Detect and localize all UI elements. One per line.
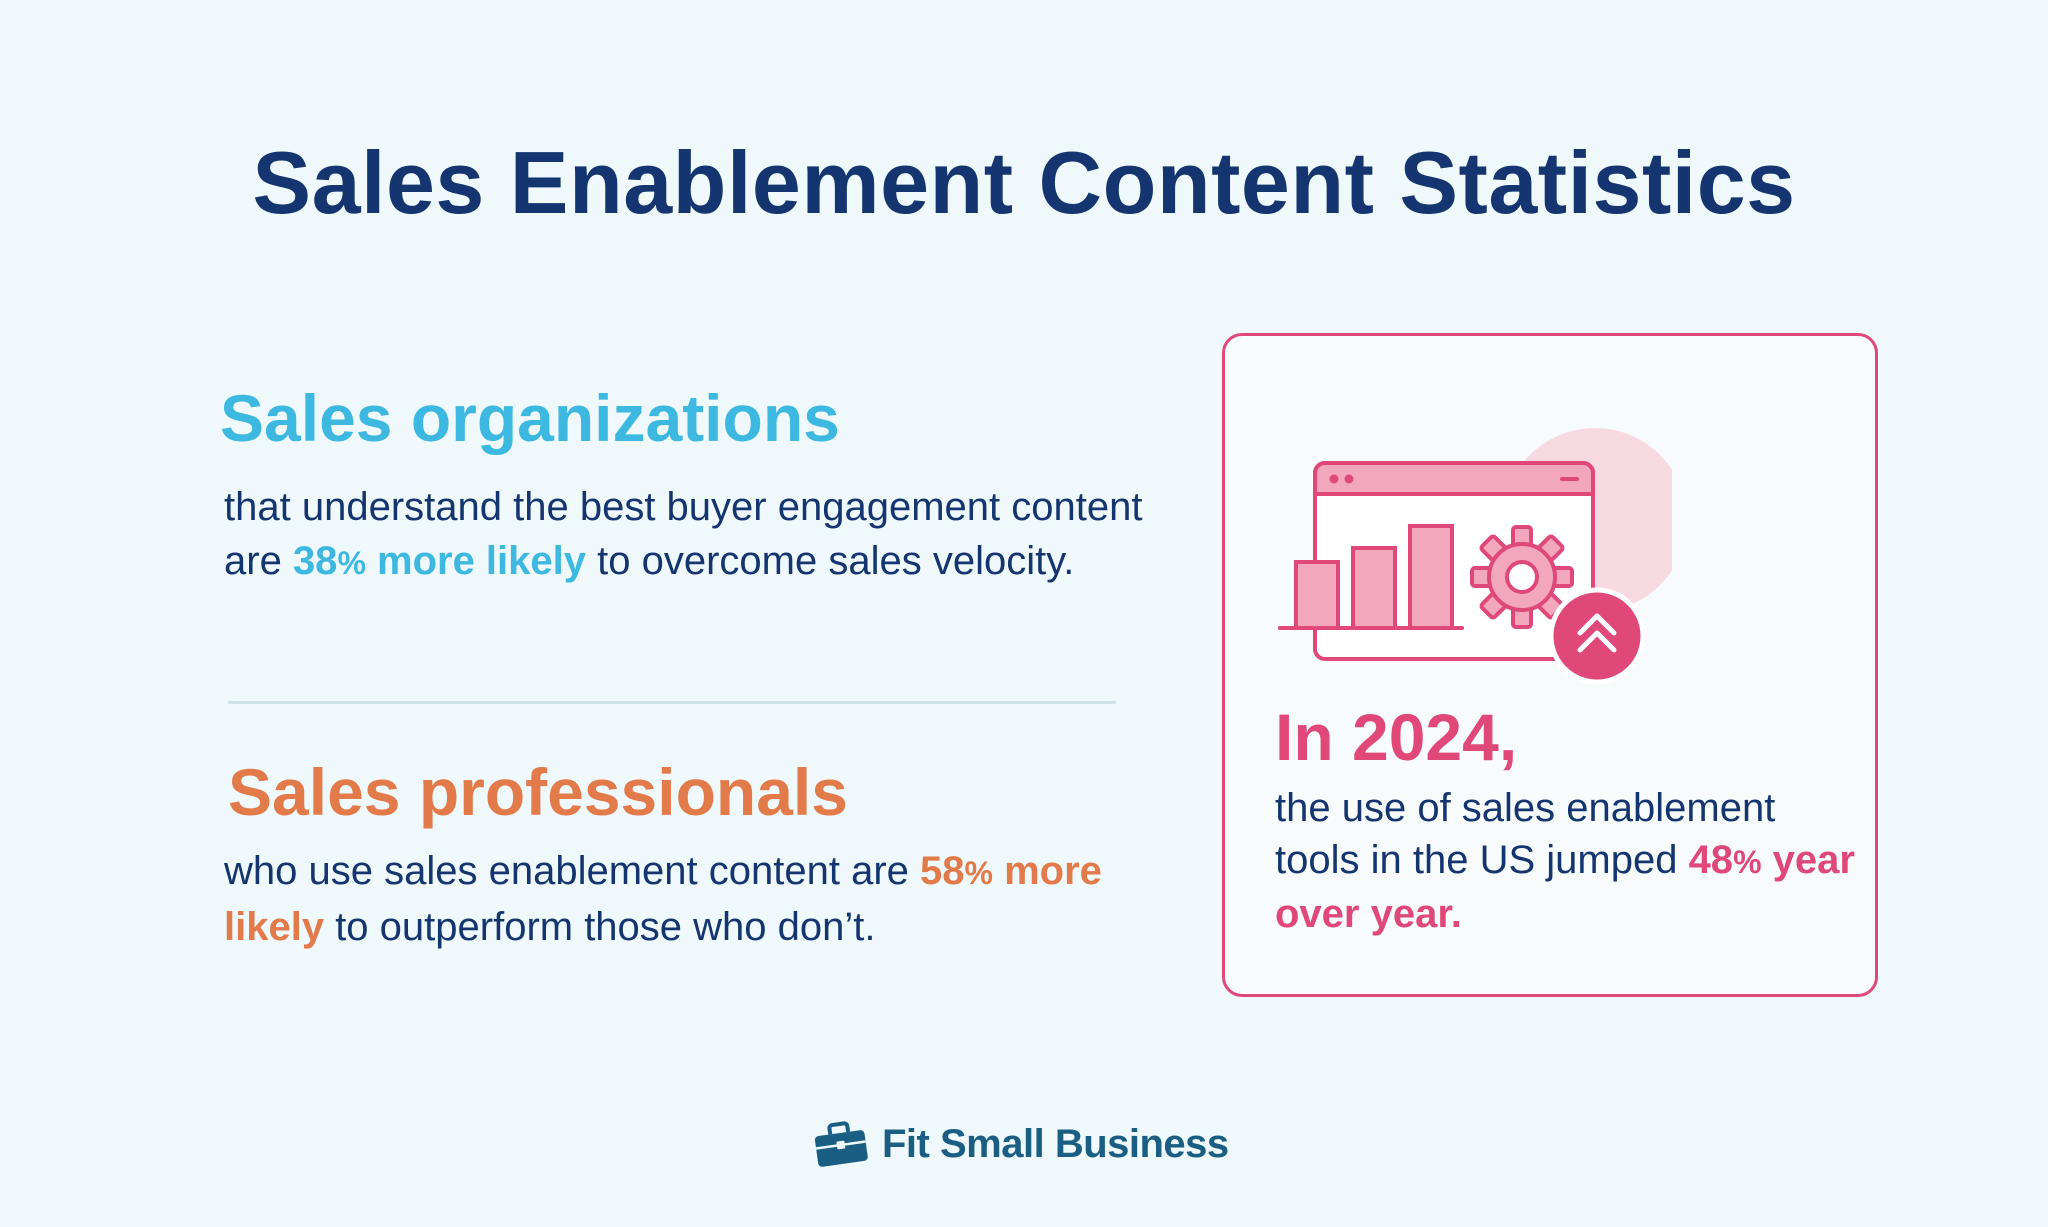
stat-heading-sales-organizations: Sales organizations	[220, 381, 840, 455]
card-text-before: the use of sales enablement tools in the…	[1275, 786, 1776, 882]
card-highlight: 48% year over year.	[1275, 838, 1855, 936]
stat-highlight-percent: %	[964, 855, 993, 891]
card-heading: In 2024,	[1275, 700, 1518, 774]
section-divider	[228, 701, 1116, 704]
brand-name: Fit Small Business	[882, 1121, 1229, 1166]
stat-text-after: to outperform those who don’t.	[324, 905, 876, 949]
stat-body-sales-professionals: who use sales enablement content are 58%…	[224, 844, 1144, 954]
stat-highlight-text: more likely	[224, 849, 1102, 949]
stat-highlight-number: 58	[920, 849, 965, 893]
briefcase-icon	[814, 1121, 868, 1167]
card-highlight-number: 48	[1688, 838, 1734, 882]
stat-text-before: who use sales enablement content are	[224, 849, 920, 893]
stat-highlight-text: more likely	[365, 539, 587, 583]
stat-body-sales-organizations: that understand the best buyer engagemen…	[224, 480, 1144, 590]
browser-bar-chart-gear-upward-arrow-icon	[1278, 428, 1672, 685]
brand-logo: Fit Small Business	[812, 1118, 1229, 1170]
card-highlight-percent: %	[1733, 844, 1762, 880]
stat-text-after: to overcome sales velocity.	[586, 539, 1075, 583]
stat-text-before: that understand the best buyer engagemen…	[224, 485, 1143, 583]
card-body: the use of sales enablement tools in the…	[1275, 782, 1855, 940]
stat-highlight-number: 38	[292, 539, 338, 583]
stat-highlight: 58% more likely	[224, 849, 1102, 949]
stat-highlight: 38% more likely	[293, 539, 586, 583]
stat-heading-sales-professionals: Sales professionals	[228, 755, 848, 829]
card-highlight-text: year over year.	[1275, 838, 1855, 936]
page-title: Sales Enablement Content Statistics	[252, 133, 1796, 232]
stat-highlight-percent: %	[337, 545, 366, 581]
